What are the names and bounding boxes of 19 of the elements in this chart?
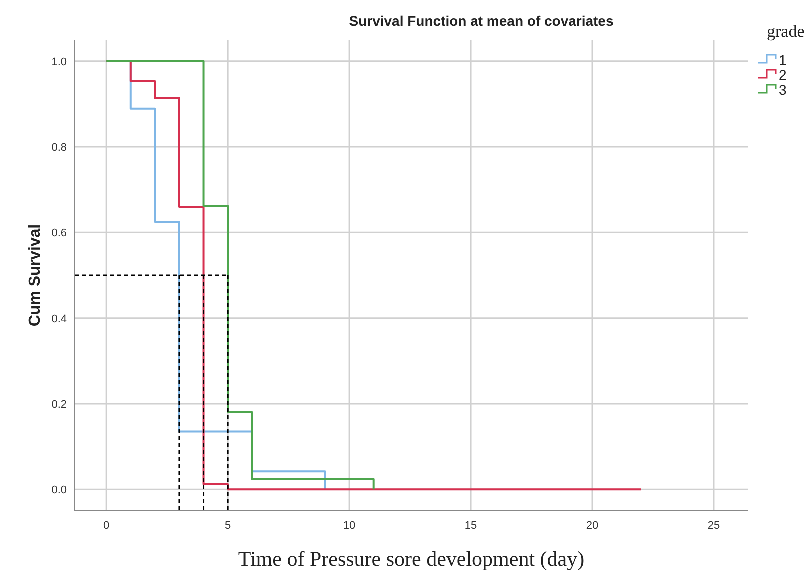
x-axis-title: Time of Pressure sore development (day) [238, 547, 585, 571]
y-tick-label: 0.0 [52, 484, 67, 497]
y-tick-label: 0.2 [52, 398, 67, 411]
legend-title: grade [767, 22, 805, 41]
y-tick-label: 1.0 [52, 56, 67, 68]
legend-label: 2 [779, 67, 787, 83]
y-axis-title: Cum Survival [27, 224, 44, 327]
x-tick-label: 10 [343, 520, 356, 532]
y-tick-label: 0.4 [52, 313, 67, 326]
x-tick-label: 25 [708, 520, 720, 532]
x-tick-label: 0 [104, 520, 110, 532]
y-tick-label: 0.8 [52, 142, 67, 154]
x-tick-label: 15 [464, 520, 478, 532]
legend-label: 1 [779, 52, 787, 68]
legend-label: 3 [779, 82, 787, 98]
x-tick-label: 5 [225, 520, 232, 532]
x-tick-label: 20 [586, 520, 599, 532]
chart-title: Survival Function at mean of covariates [349, 13, 614, 29]
y-tick-label: 0.6 [52, 228, 67, 240]
